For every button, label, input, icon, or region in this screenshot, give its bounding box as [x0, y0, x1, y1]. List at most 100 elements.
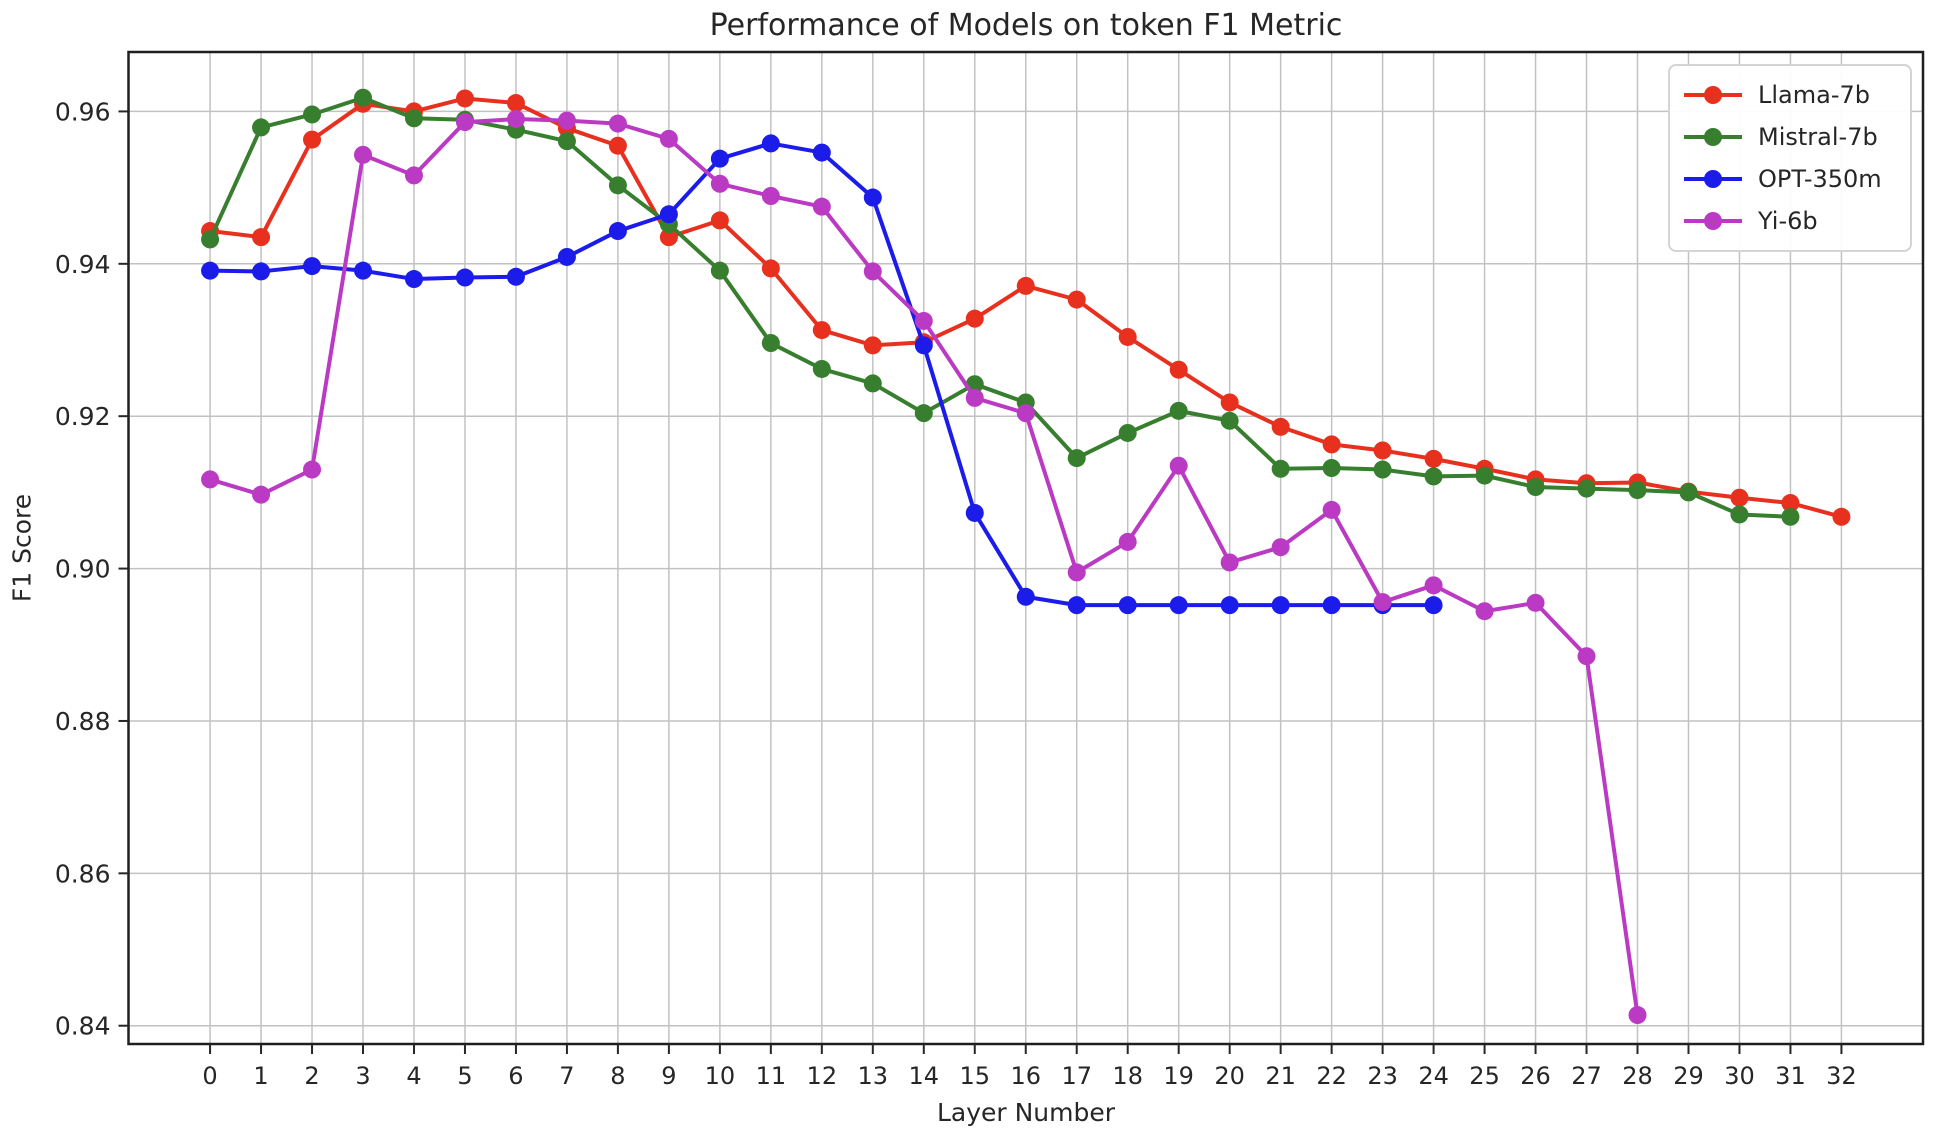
legend-item-llama-7b: Llama-7b — [1682, 74, 1898, 116]
data-point-llama-7b-6 — [506, 94, 525, 113]
data-point-yi-6b-3 — [354, 145, 373, 164]
x-tick-label-30: 30 — [1724, 1062, 1755, 1090]
x-tick-label-22: 22 — [1316, 1062, 1347, 1090]
data-point-opt-350m-19 — [1169, 596, 1188, 615]
data-point-mistral-7b-28 — [1628, 481, 1647, 500]
data-point-yi-6b-9 — [659, 129, 678, 148]
data-point-mistral-7b-14 — [914, 404, 933, 423]
legend-label-llama-7b: Llama-7b — [1758, 81, 1870, 109]
x-tick-label-10: 10 — [705, 1062, 736, 1090]
x-tick-label-16: 16 — [1010, 1062, 1041, 1090]
x-tick-label-25: 25 — [1469, 1062, 1500, 1090]
data-point-yi-6b-28 — [1628, 1006, 1647, 1025]
data-point-yi-6b-24 — [1424, 576, 1443, 595]
data-point-llama-7b-18 — [1118, 327, 1137, 346]
data-point-opt-350m-17 — [1067, 596, 1086, 615]
data-point-yi-6b-2 — [303, 460, 322, 479]
x-tick-label-6: 6 — [508, 1062, 523, 1090]
data-point-llama-7b-12 — [812, 321, 831, 340]
x-tick-label-1: 1 — [253, 1062, 268, 1090]
data-point-llama-7b-8 — [608, 136, 627, 155]
series-mistral-7b-markers — [201, 88, 1800, 526]
data-point-llama-7b-20 — [1220, 393, 1239, 412]
data-point-yi-6b-5 — [455, 113, 474, 132]
data-point-opt-350m-4 — [404, 270, 423, 289]
data-point-yi-6b-14 — [914, 311, 933, 330]
data-point-llama-7b-1 — [252, 228, 271, 247]
data-point-mistral-7b-0 — [201, 230, 220, 249]
x-tick-label-23: 23 — [1367, 1062, 1398, 1090]
data-point-opt-350m-0 — [201, 261, 220, 280]
data-point-llama-7b-23 — [1373, 441, 1392, 460]
data-point-llama-7b-24 — [1424, 449, 1443, 468]
data-point-yi-6b-6 — [506, 110, 525, 129]
legend-label-mistral-7b: Mistral-7b — [1758, 123, 1878, 151]
data-point-mistral-7b-20 — [1220, 411, 1239, 430]
x-tick-label-26: 26 — [1520, 1062, 1551, 1090]
data-point-llama-7b-30 — [1730, 488, 1749, 507]
y-tick-label-0.96: 0.96 — [55, 97, 111, 126]
y-axis-label: F1 Score — [7, 493, 37, 603]
data-point-llama-7b-32 — [1832, 507, 1851, 526]
data-point-opt-350m-15 — [965, 503, 984, 522]
data-point-opt-350m-12 — [812, 143, 831, 162]
legend-marker-mistral-7b — [1684, 128, 1742, 146]
data-point-yi-6b-17 — [1067, 563, 1086, 582]
x-tick-label-24: 24 — [1418, 1062, 1449, 1090]
data-point-mistral-7b-24 — [1424, 467, 1443, 486]
legend: Llama-7b Mistral-7b OPT-350m Yi-6b — [1668, 64, 1912, 252]
data-point-opt-350m-8 — [608, 222, 627, 241]
data-point-mistral-7b-4 — [404, 109, 423, 128]
x-tick-label-11: 11 — [756, 1062, 787, 1090]
data-point-yi-6b-19 — [1169, 456, 1188, 475]
data-point-mistral-7b-12 — [812, 359, 831, 378]
x-tick-label-15: 15 — [959, 1062, 990, 1090]
data-point-opt-350m-6 — [506, 267, 525, 286]
data-point-yi-6b-20 — [1220, 553, 1239, 572]
data-point-llama-7b-13 — [863, 336, 882, 355]
data-point-yi-6b-7 — [557, 111, 576, 130]
data-point-mistral-7b-23 — [1373, 460, 1392, 479]
data-point-opt-350m-1 — [252, 262, 271, 281]
x-tick-label-8: 8 — [610, 1062, 625, 1090]
data-point-mistral-7b-1 — [252, 118, 271, 137]
data-point-yi-6b-15 — [965, 388, 984, 407]
x-tick-label-29: 29 — [1673, 1062, 1704, 1090]
data-point-mistral-7b-30 — [1730, 505, 1749, 524]
data-point-mistral-7b-11 — [761, 334, 780, 353]
data-point-llama-7b-2 — [303, 130, 322, 149]
data-point-opt-350m-13 — [863, 188, 882, 207]
data-point-yi-6b-18 — [1118, 532, 1137, 551]
data-point-opt-350m-20 — [1220, 596, 1239, 615]
legend-marker-llama-7b — [1684, 86, 1742, 104]
data-point-yi-6b-4 — [404, 166, 423, 185]
series-opt-350m — [201, 134, 1443, 615]
y-tick-label-0.94: 0.94 — [55, 250, 111, 279]
x-tick-label-20: 20 — [1214, 1062, 1245, 1090]
data-point-mistral-7b-25 — [1475, 466, 1494, 485]
data-point-llama-7b-16 — [1016, 276, 1035, 295]
data-point-mistral-7b-18 — [1118, 423, 1137, 442]
data-point-opt-350m-14 — [914, 336, 933, 355]
x-tick-label-3: 3 — [355, 1062, 370, 1090]
legend-marker-opt-350m — [1684, 170, 1742, 188]
grid — [128, 52, 1923, 1044]
x-tick-label-32: 32 — [1826, 1062, 1857, 1090]
data-point-mistral-7b-2 — [303, 105, 322, 124]
data-point-llama-7b-11 — [761, 259, 780, 278]
x-tick-label-27: 27 — [1571, 1062, 1602, 1090]
series-yi-6b-markers — [201, 110, 1647, 1025]
data-point-mistral-7b-7 — [557, 132, 576, 151]
data-point-opt-350m-7 — [557, 247, 576, 266]
x-tick-labels: 0 1 2 3 4 5 6 7 8 9 10 11 12 13 14 15 16 17 18 19 20 21 22 23 24… — [202, 1044, 1857, 1090]
data-point-opt-350m-22 — [1322, 596, 1341, 615]
series-mistral-7b — [201, 88, 1800, 526]
data-point-yi-6b-0 — [201, 470, 220, 489]
data-point-yi-6b-16 — [1016, 404, 1035, 423]
x-tick-label-13: 13 — [858, 1062, 889, 1090]
y-tick-label-0.84: 0.84 — [55, 1012, 111, 1041]
x-tick-label-2: 2 — [304, 1062, 319, 1090]
data-point-yi-6b-13 — [863, 262, 882, 281]
data-point-mistral-7b-29 — [1679, 483, 1698, 502]
data-point-mistral-7b-27 — [1577, 479, 1596, 498]
